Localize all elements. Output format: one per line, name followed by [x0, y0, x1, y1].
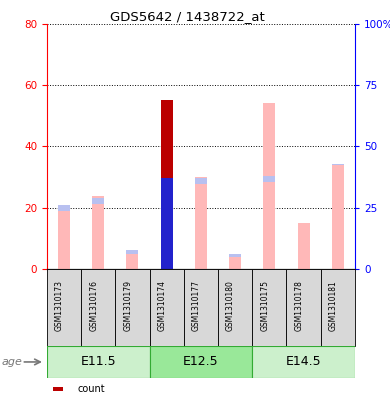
Bar	[58, 205, 70, 269]
Bar	[58, 205, 70, 211]
Bar	[58, 205, 70, 269]
Bar	[286, 269, 321, 346]
Bar	[81, 269, 115, 346]
Bar	[161, 178, 173, 269]
Text: GSM1310176: GSM1310176	[89, 281, 98, 331]
Bar	[115, 269, 149, 346]
Text: GDS5642 / 1438722_at: GDS5642 / 1438722_at	[110, 10, 264, 23]
Text: E12.5: E12.5	[183, 355, 219, 369]
Bar	[252, 346, 355, 378]
Bar	[92, 195, 104, 269]
Bar	[58, 205, 70, 269]
Bar	[195, 177, 207, 269]
Text: GSM1310173: GSM1310173	[55, 281, 64, 331]
Bar	[195, 178, 207, 269]
Text: age: age	[2, 357, 23, 367]
Text: GSM1310174: GSM1310174	[158, 281, 167, 331]
Bar	[298, 223, 310, 269]
Bar	[161, 100, 173, 269]
Bar	[263, 176, 275, 269]
Text: GSM1310179: GSM1310179	[123, 281, 132, 331]
Bar	[161, 178, 173, 269]
Bar	[126, 254, 138, 269]
Text: GSM1310180: GSM1310180	[226, 281, 235, 331]
Text: E11.5: E11.5	[80, 355, 116, 369]
Bar	[332, 163, 344, 269]
Bar	[332, 163, 344, 165]
Bar	[53, 387, 63, 391]
Text: GSM1310175: GSM1310175	[260, 281, 269, 331]
Bar	[218, 269, 252, 346]
Bar	[184, 269, 218, 346]
Bar	[126, 250, 138, 269]
Bar	[263, 103, 275, 269]
Bar	[298, 223, 310, 269]
Bar	[229, 255, 241, 257]
Bar	[263, 176, 275, 182]
Bar	[195, 178, 207, 184]
Bar	[229, 255, 241, 269]
Bar	[263, 103, 275, 269]
Bar	[92, 198, 104, 269]
Bar	[229, 257, 241, 269]
Bar	[298, 222, 310, 269]
Text: GSM1310178: GSM1310178	[294, 281, 303, 331]
Text: count: count	[78, 384, 105, 393]
Bar	[149, 269, 184, 346]
Bar	[161, 140, 173, 269]
Bar	[126, 254, 138, 269]
Bar	[195, 177, 207, 269]
Text: E14.5: E14.5	[286, 355, 321, 369]
Bar	[47, 346, 149, 378]
Bar	[161, 178, 173, 184]
Bar	[321, 269, 355, 346]
Bar	[92, 198, 104, 204]
Bar	[92, 195, 104, 269]
Bar	[332, 165, 344, 269]
Text: GSM1310181: GSM1310181	[329, 281, 338, 331]
Bar	[126, 250, 138, 254]
Bar	[332, 165, 344, 269]
Bar	[298, 222, 310, 223]
Bar	[229, 257, 241, 269]
Bar	[161, 140, 173, 269]
Bar	[47, 269, 81, 346]
Text: GSM1310177: GSM1310177	[192, 281, 201, 331]
Bar	[149, 346, 252, 378]
Bar	[252, 269, 286, 346]
